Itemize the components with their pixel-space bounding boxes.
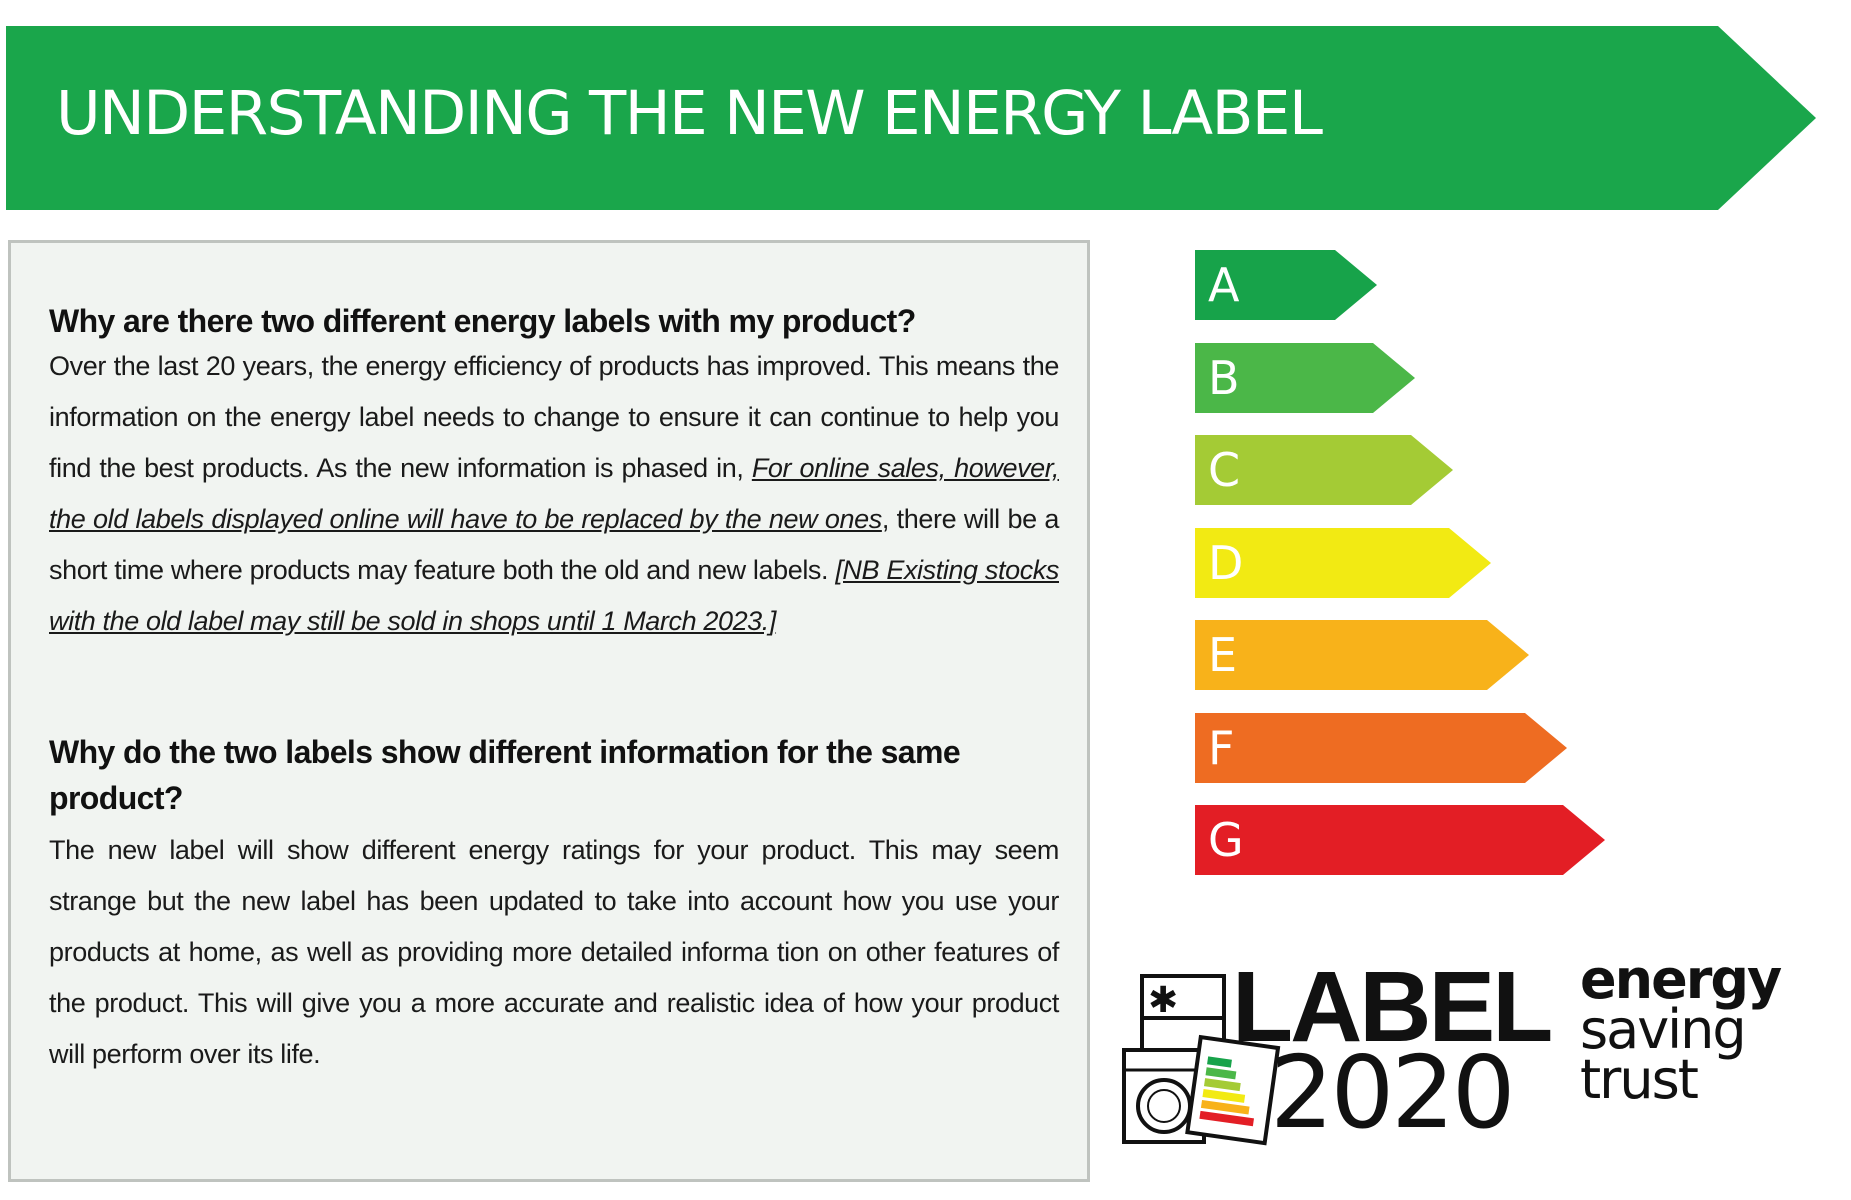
rating-band-f-arrow (1195, 712, 1567, 783)
rating-band-a-letter: A (1208, 258, 1240, 312)
rating-band-d-letter: D (1208, 535, 1244, 590)
faq-answer-1: Over the last 20 years, the energy effic… (49, 341, 1059, 647)
faq-answer-1-text-a: Over the last 20 years, the energy effic… (49, 351, 1059, 483)
existing-stocks-note: [NB Existing stocks with the old label m… (49, 555, 1059, 636)
rating-band-g-letter: G (1208, 813, 1244, 867)
rating-band-e: E (1195, 620, 1531, 690)
svg-text:✱: ✱ (1148, 980, 1178, 1021)
online-sales-note: For online sales, however, the old label… (49, 453, 1059, 534)
rating-band-a-arrow (1195, 250, 1377, 320)
rating-band-f-letter: F (1208, 720, 1235, 775)
rating-band-e-arrow (1195, 620, 1529, 690)
rating-band-c: C (1195, 435, 1455, 505)
faq-question-1: Why are there two different energy label… (49, 303, 916, 339)
faq-answer-2: The new label will show different energy… (49, 835, 1059, 1069)
est-logo-energy: energy (1580, 948, 1782, 1011)
header-banner: UNDERSTANDING THE NEW ENERGY LABEL (6, 26, 1816, 210)
faq-panel: Why are there two different energy label… (8, 240, 1090, 1182)
label-2020-logo-year-text: 2020 (1270, 1034, 1515, 1151)
rating-band-b: B (1195, 342, 1417, 413)
faq-answer-1-text-b: , there will be a short time where produ… (49, 504, 1059, 585)
energy-saving-trust-logo: energy saving trust (1580, 948, 1810, 1125)
label-2020-logo-label-text: LABEL (1232, 951, 1553, 1063)
rating-band-e-letter: E (1208, 628, 1238, 682)
rating-band-a: A (1195, 250, 1379, 320)
faq-question-2: Why do the two labels show different inf… (49, 734, 961, 816)
rating-band-d: D (1195, 527, 1493, 598)
page-title: UNDERSTANDING THE NEW ENERGY LABEL (56, 78, 1323, 149)
rating-band-b-letter: B (1208, 350, 1240, 405)
label-2020-logo: ✱ LABEL 2020 (1120, 952, 1553, 1151)
energy-rating-scale: A B C D E F G (1195, 250, 1645, 880)
rating-band-g: G (1195, 805, 1607, 875)
rating-band-c-letter: C (1208, 443, 1241, 497)
est-logo-saving: saving (1580, 998, 1747, 1061)
rating-band-b-arrow (1195, 342, 1415, 413)
rating-band-g-arrow (1195, 805, 1605, 875)
rating-band-d-arrow (1195, 527, 1491, 598)
appliances-icon: ✱ (1122, 974, 1281, 1146)
rating-band-f: F (1195, 712, 1569, 783)
rating-band-c-arrow (1195, 435, 1453, 505)
est-logo-trust: trust (1580, 1048, 1699, 1111)
banner-arrow-shape (6, 26, 1816, 210)
